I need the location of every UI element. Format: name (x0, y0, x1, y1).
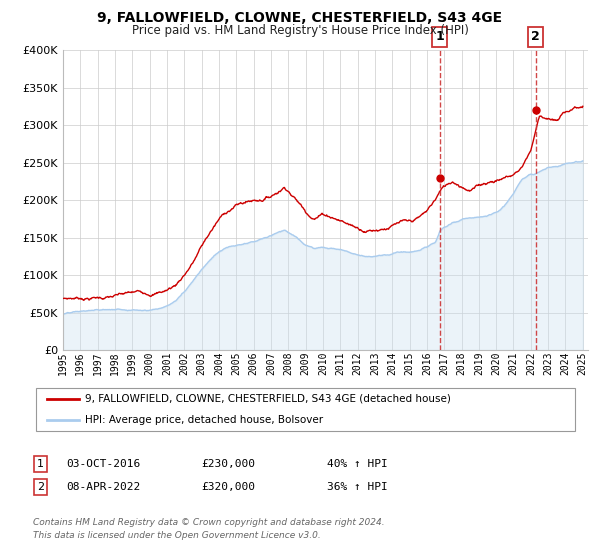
Text: 36% ↑ HPI: 36% ↑ HPI (327, 482, 388, 492)
Text: 08-APR-2022: 08-APR-2022 (66, 482, 140, 492)
Text: Price paid vs. HM Land Registry's House Price Index (HPI): Price paid vs. HM Land Registry's House … (131, 24, 469, 36)
Text: 40% ↑ HPI: 40% ↑ HPI (327, 459, 388, 469)
Text: 1: 1 (436, 30, 444, 44)
Text: 03-OCT-2016: 03-OCT-2016 (66, 459, 140, 469)
Text: 9, FALLOWFIELD, CLOWNE, CHESTERFIELD, S43 4GE: 9, FALLOWFIELD, CLOWNE, CHESTERFIELD, S4… (97, 11, 503, 25)
Text: 1: 1 (37, 459, 44, 469)
Text: £320,000: £320,000 (201, 482, 255, 492)
Text: Contains HM Land Registry data © Crown copyright and database right 2024.
This d: Contains HM Land Registry data © Crown c… (33, 518, 385, 539)
Text: £230,000: £230,000 (201, 459, 255, 469)
Text: 9, FALLOWFIELD, CLOWNE, CHESTERFIELD, S43 4GE (detached house): 9, FALLOWFIELD, CLOWNE, CHESTERFIELD, S4… (85, 394, 451, 404)
FancyBboxPatch shape (36, 388, 575, 431)
Text: 2: 2 (531, 30, 540, 44)
Text: HPI: Average price, detached house, Bolsover: HPI: Average price, detached house, Bols… (85, 415, 323, 425)
Text: 2: 2 (37, 482, 44, 492)
